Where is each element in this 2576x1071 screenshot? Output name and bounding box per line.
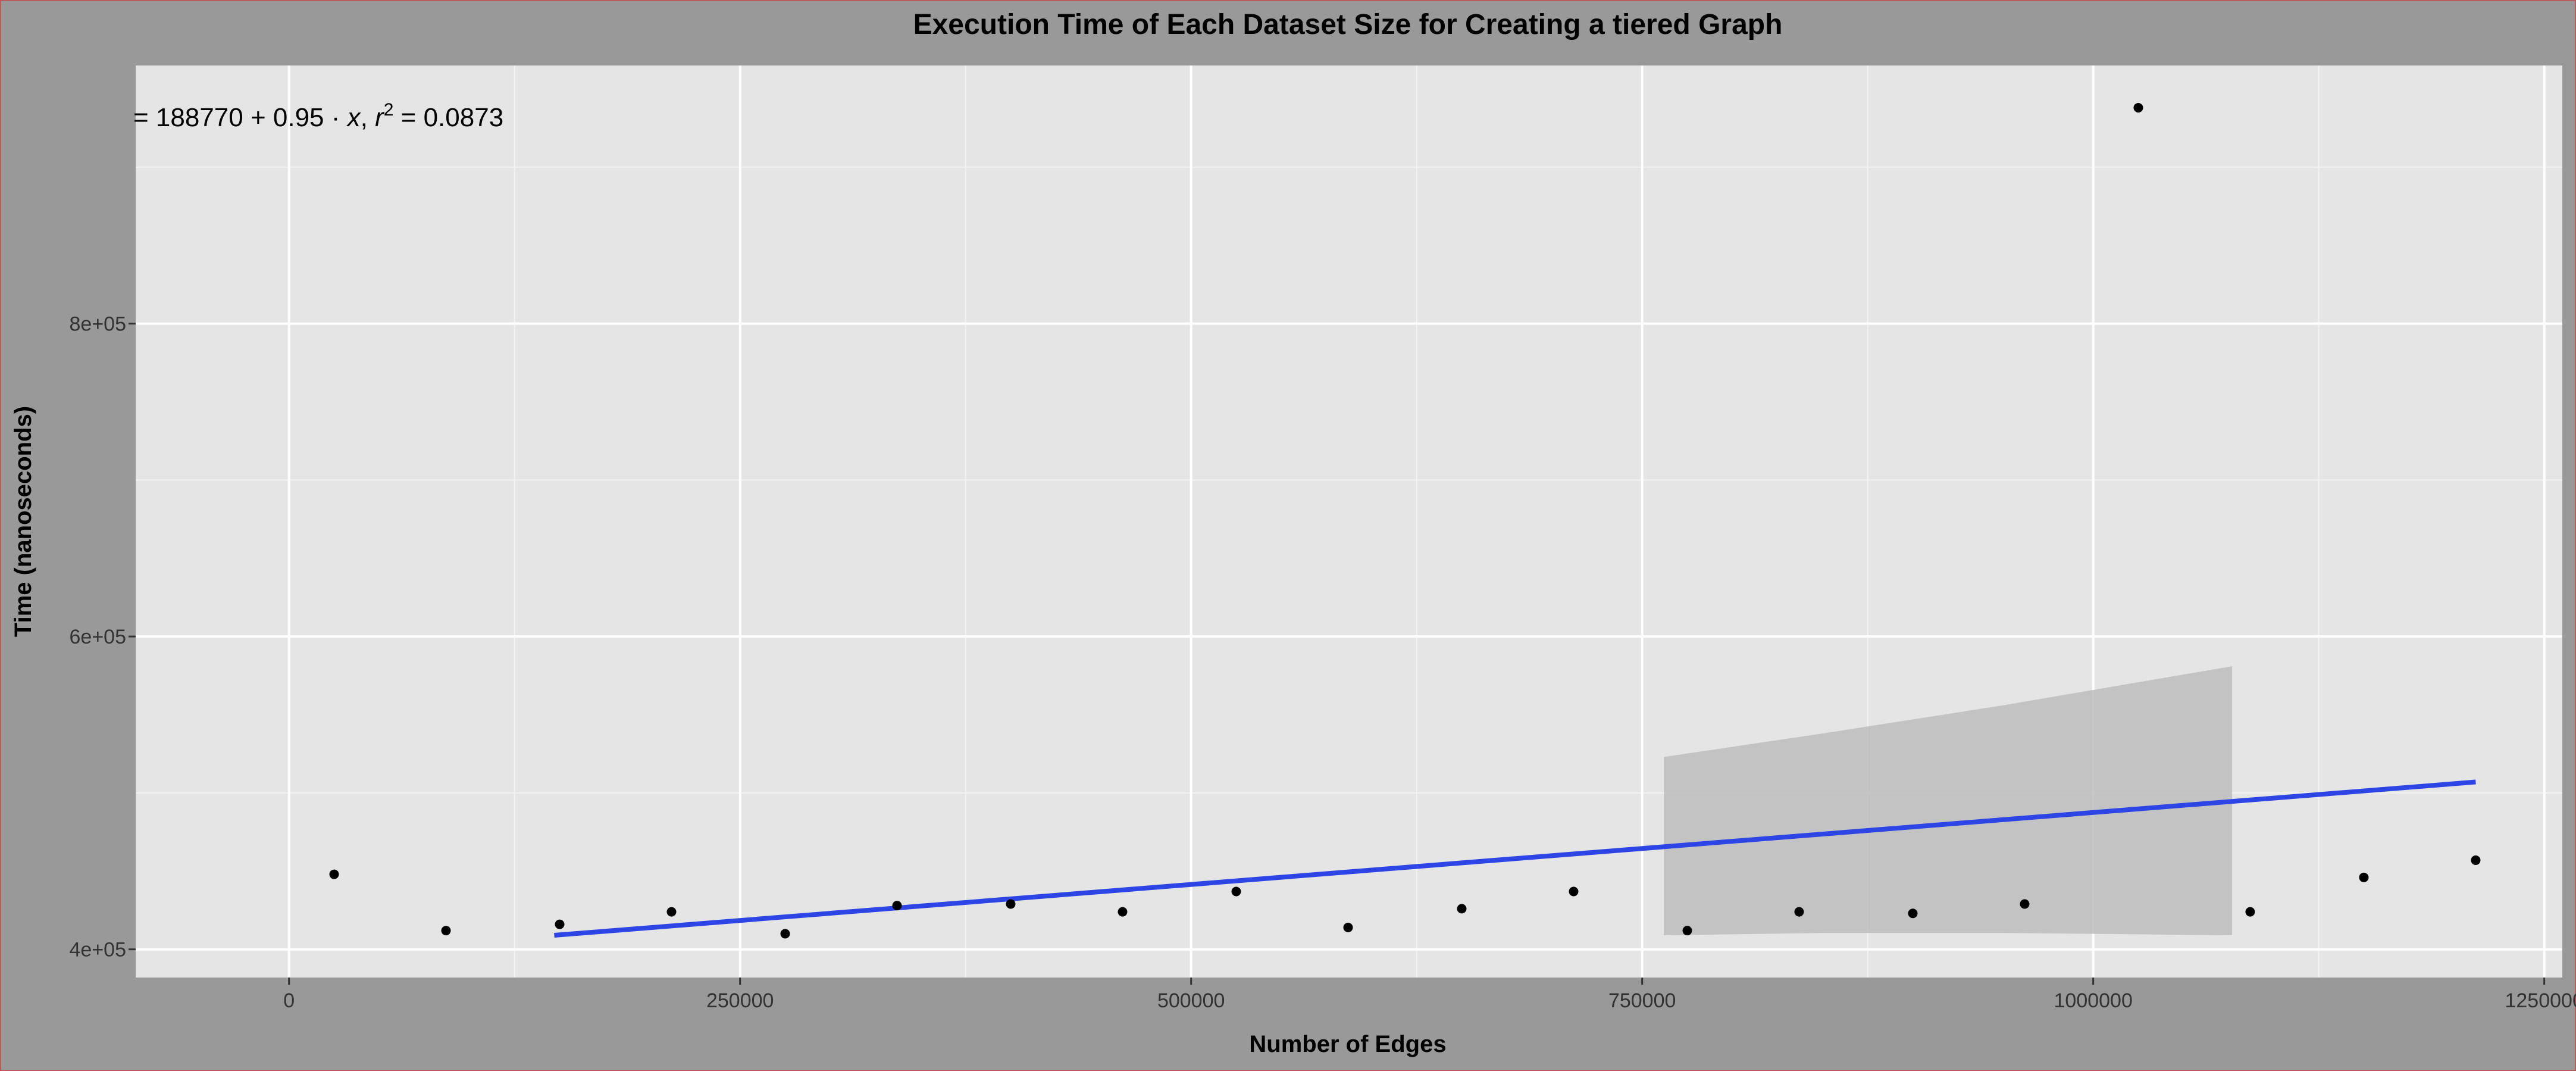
- data-point-13: [1682, 926, 1692, 936]
- confidence-ribbon: [1664, 666, 2233, 936]
- data-point-10: [1343, 922, 1353, 932]
- x-tick-label: 250000: [706, 989, 774, 1012]
- annotation-sup: 2: [384, 100, 394, 120]
- data-point-20: [2471, 855, 2481, 865]
- data-point-2: [441, 926, 451, 936]
- y-tick-label: 6e+05: [70, 626, 127, 648]
- data-points: [329, 102, 2481, 939]
- y-tick-label: 4e+05: [70, 939, 127, 961]
- y-axis-ticks: 4e+05 6e+05 8e+05: [70, 313, 136, 961]
- grid-major-lines: [136, 65, 2562, 978]
- annotation-var: x: [346, 103, 362, 132]
- data-point-18: [2245, 907, 2255, 917]
- data-point-11: [1457, 904, 1467, 914]
- x-tick-label: 0: [283, 989, 295, 1012]
- x-axis-title: Number of Edges: [1249, 1031, 1446, 1057]
- y-axis-title: Time (nanoseconds): [10, 406, 36, 637]
- x-tick-label: 750000: [1608, 989, 1676, 1012]
- annotation-suffix: = 0.0873: [393, 103, 503, 132]
- annotation-r: r: [375, 103, 385, 132]
- x-tick-label: 1000000: [2054, 989, 2133, 1012]
- data-point-8: [1118, 907, 1128, 917]
- x-axis-ticks: 0 250000 500000 750000 1000000 1250000: [283, 978, 2576, 1012]
- data-point-4: [666, 907, 677, 917]
- x-tick-label: 1250000: [2505, 989, 2576, 1012]
- annotation-prefix: = 188770 + 0.95 ·: [133, 103, 348, 132]
- regression-line: [554, 779, 2476, 938]
- data-point-19: [2359, 872, 2369, 882]
- data-point-15: [1908, 908, 1918, 919]
- chart-title: Execution Time of Each Dataset Size for …: [913, 9, 1783, 40]
- data-point-1: [329, 869, 339, 879]
- data-point-14: [1794, 907, 1804, 917]
- data-point-3: [555, 919, 565, 929]
- data-point-7: [1006, 899, 1016, 909]
- data-point-16: [2020, 899, 2030, 909]
- x-tick-label: 500000: [1157, 989, 1225, 1012]
- data-point-17: [2133, 102, 2143, 113]
- y-tick-label: 8e+05: [70, 313, 127, 336]
- data-point-9: [1231, 886, 1241, 897]
- annotation-mid: ,: [361, 103, 375, 132]
- data-point-12: [1569, 886, 1579, 897]
- data-point-5: [780, 929, 790, 939]
- data-point-6: [892, 901, 902, 911]
- regression-annotation: = 188770 + 0.95 · x, r2 = 0.0873: [133, 100, 503, 132]
